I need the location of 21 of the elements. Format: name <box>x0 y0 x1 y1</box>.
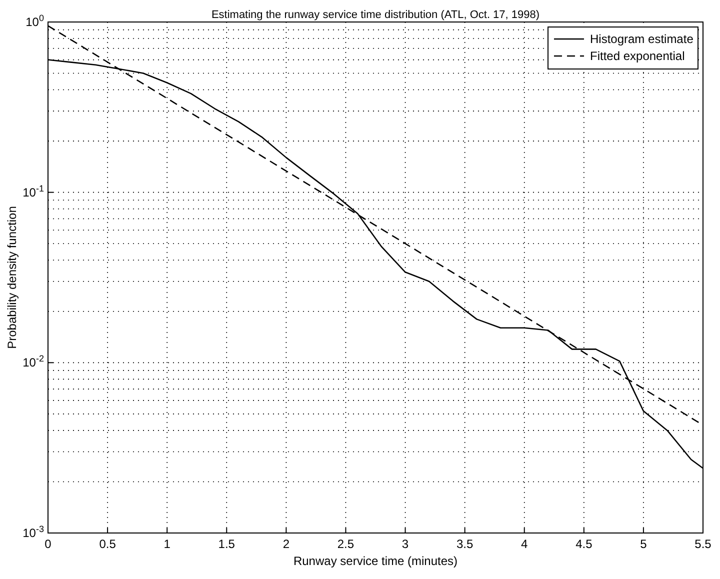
x-tick-label: 0.5 <box>99 537 116 551</box>
y-tick-label: 10$^{0}$ <box>26 13 44 29</box>
x-tick-label: 4.5 <box>576 537 593 551</box>
x-tick-label: 5 <box>640 537 648 551</box>
chart-title: Estimating the runway service time distribution (ATL, Oct. 17, 1998) <box>211 9 540 21</box>
x-tick-label: 1.5 <box>218 537 236 551</box>
y-tick-label: 10$^{-1}$ <box>22 183 44 200</box>
legend-label: Histogram estimate <box>590 32 694 46</box>
y-axis-title: Probability density function <box>5 206 19 349</box>
x-tick-label: 3.5 <box>456 537 474 551</box>
x-axis-title: Runway service time (minutes) <box>293 554 458 568</box>
x-tick-label: 3 <box>402 537 409 551</box>
y-tick-label: 10$^{-2}$ <box>22 354 44 370</box>
x-tick-label: 5.5 <box>694 537 712 551</box>
x-tick-label: 4 <box>521 537 528 551</box>
x-tick-label: 2 <box>282 537 290 551</box>
x-tick-label: 0 <box>44 537 52 551</box>
x-tick-label: 1 <box>164 537 171 551</box>
y-tick-label: 10$^{-3}$ <box>22 524 44 540</box>
x-tick-label: 2.5 <box>337 537 354 551</box>
legend-label: Fitted exponential <box>590 49 685 63</box>
